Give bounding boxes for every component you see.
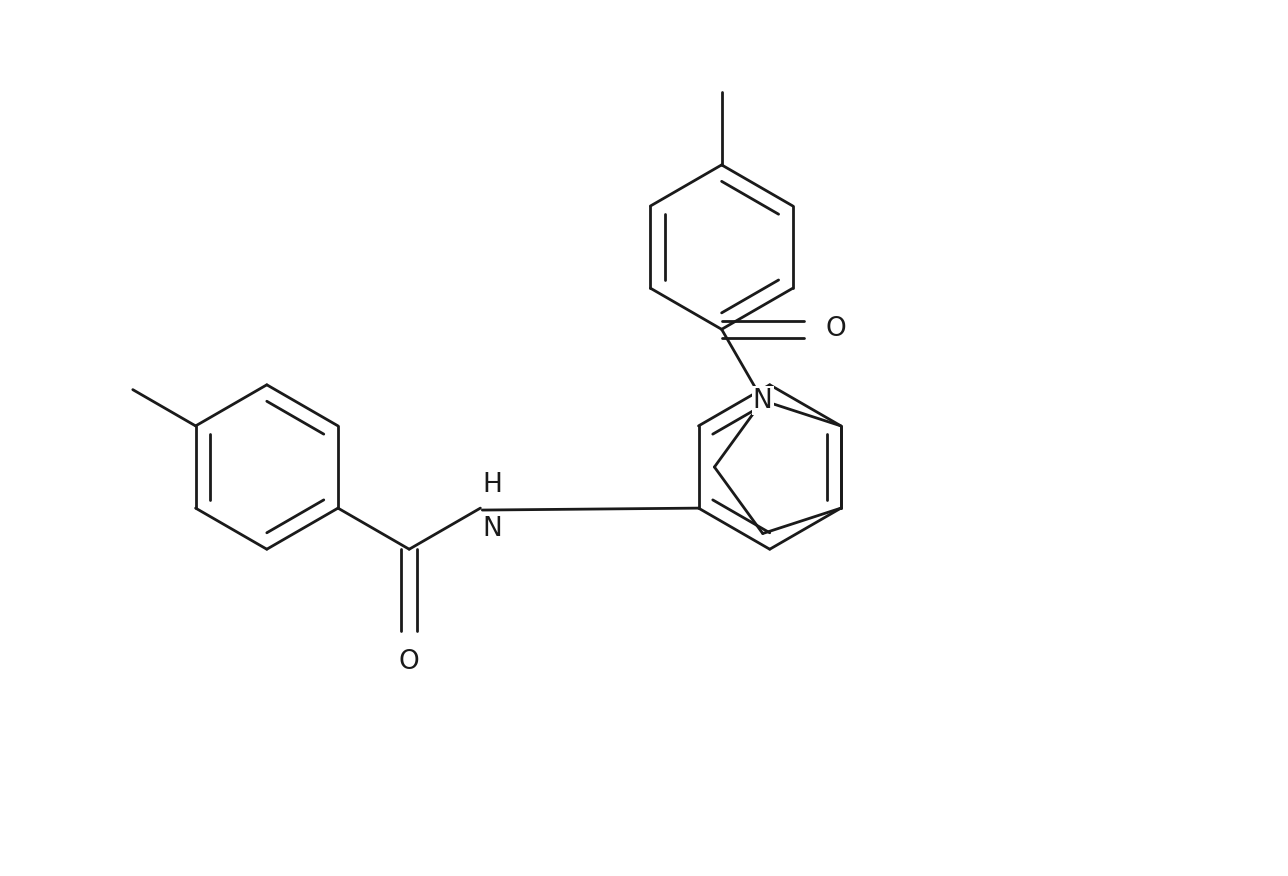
Text: O: O — [399, 649, 420, 675]
Text: N: N — [753, 387, 773, 413]
Text: H: H — [482, 472, 502, 498]
Text: O: O — [826, 316, 846, 343]
Text: N: N — [482, 516, 502, 542]
